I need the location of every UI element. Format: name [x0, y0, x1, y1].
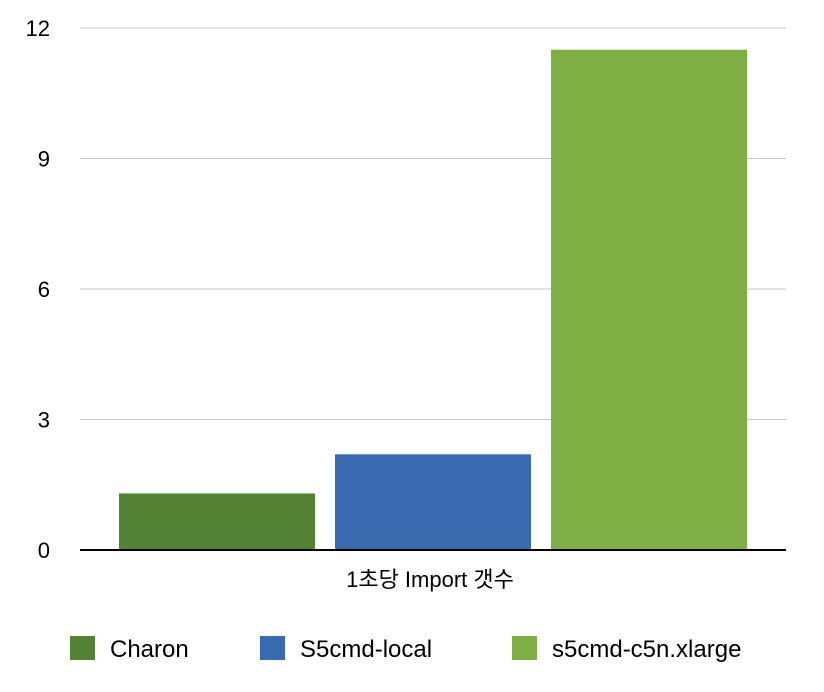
- category-label: 1초당 Import 갯수: [346, 567, 514, 592]
- bar-s5cmd-c5n-xlarge: [551, 49, 747, 550]
- y-tick-label: 0: [38, 538, 50, 563]
- legend-swatch-s5cmd-c5n-xlarge: [512, 636, 537, 660]
- legend-label-s5cmd-c5n-xlarge: s5cmd-c5n.xlarge: [552, 636, 741, 663]
- bars: [119, 49, 747, 550]
- y-tick-label: 3: [38, 408, 50, 433]
- legend-label-charon: Charon: [110, 636, 189, 663]
- legend-label-s5cmd-local: S5cmd-local: [300, 636, 432, 663]
- x-axis: 1초당 Import 갯수: [346, 567, 514, 592]
- y-axis: 0 3 6 9 12: [26, 16, 50, 563]
- legend-swatch-s5cmd-local: [260, 636, 285, 660]
- bar-charon: [119, 493, 315, 550]
- legend: Charon S5cmd-local s5cmd-c5n.xlarge: [70, 636, 741, 663]
- y-tick-label: 6: [38, 277, 50, 302]
- y-tick-label: 9: [38, 147, 50, 172]
- bar-s5cmd-local: [335, 454, 531, 550]
- legend-swatch-charon: [70, 636, 95, 660]
- y-tick-label: 12: [26, 16, 50, 41]
